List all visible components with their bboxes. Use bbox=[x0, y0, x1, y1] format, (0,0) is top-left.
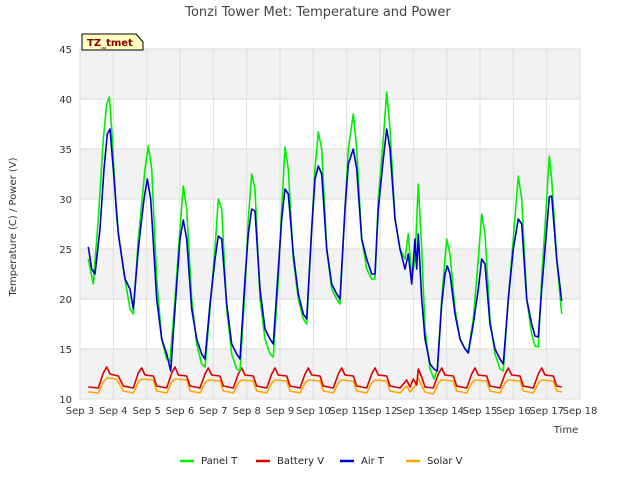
series-line-panel-t bbox=[87, 91, 563, 380]
plot-background-bands bbox=[80, 49, 580, 399]
y-tick-label: 20 bbox=[59, 295, 72, 306]
y-tick-label: 15 bbox=[59, 345, 72, 356]
y-axis-label: Temperature (C) / Power (V) bbox=[8, 157, 19, 297]
station-badge: TZ_tmet bbox=[81, 33, 144, 51]
x-tick-label: Sep 13 bbox=[396, 406, 431, 417]
y-tick-label: 30 bbox=[59, 195, 72, 206]
chart-title: Tonzi Tower Met: Temperature and Power bbox=[184, 5, 451, 20]
x-tick-label: Sep 3 bbox=[66, 406, 94, 417]
plot-band bbox=[80, 49, 580, 99]
plot-band bbox=[80, 149, 580, 199]
x-tick-label: Sep 12 bbox=[363, 406, 398, 417]
x-tick-label: Sep 9 bbox=[266, 406, 294, 417]
x-tick-label: Sep 14 bbox=[429, 406, 464, 417]
y-tick-label: 10 bbox=[59, 395, 72, 406]
legend-label: Air T bbox=[361, 456, 385, 467]
y-tick-label: 45 bbox=[59, 45, 72, 56]
series-line-air-t bbox=[87, 128, 563, 372]
x-tick-label: Sep 4 bbox=[99, 406, 127, 417]
legend-label: Battery V bbox=[277, 456, 324, 467]
y-axis-ticks: 10 15 20 25 30 35 40 45 bbox=[59, 45, 72, 406]
plot-band bbox=[80, 99, 580, 149]
x-tick-label: Sep 17 bbox=[529, 406, 564, 417]
station-badge-box bbox=[81, 33, 144, 51]
y-tick-label: 40 bbox=[59, 95, 72, 106]
x-tick-label: Sep 5 bbox=[132, 406, 160, 417]
y-tick-label: 25 bbox=[59, 245, 72, 256]
x-tick-label: Sep 11 bbox=[329, 406, 364, 417]
x-tick-label: Sep 10 bbox=[296, 406, 331, 417]
legend-label: Solar V bbox=[427, 456, 463, 467]
series-line-battery-v bbox=[88, 366, 562, 389]
series-line-solar-v bbox=[88, 377, 562, 395]
y-tick-label: 35 bbox=[59, 145, 72, 156]
legend-label: Panel T bbox=[201, 456, 238, 467]
x-tick-label: Sep 15 bbox=[463, 406, 498, 417]
x-tick-label: Sep 16 bbox=[496, 406, 531, 417]
plot-band bbox=[80, 299, 580, 349]
x-axis-label: Time bbox=[553, 425, 578, 436]
x-tick-label: Sep 6 bbox=[166, 406, 194, 417]
series-lines bbox=[87, 91, 563, 395]
x-tick-label: Sep 7 bbox=[199, 406, 227, 417]
grid-lines bbox=[79, 48, 581, 400]
x-axis-ticks: Sep 3 Sep 4 Sep 5 Sep 6 Sep 7 Sep 8 Sep 9 Sep 1… bbox=[66, 406, 598, 417]
station-badge-label: TZ_tmet bbox=[87, 38, 133, 49]
x-tick-label: Sep 8 bbox=[232, 406, 260, 417]
plot-band bbox=[80, 199, 580, 249]
x-tick-label: Sep 18 bbox=[563, 406, 598, 417]
legend: Panel T Battery V Air T Solar V bbox=[180, 456, 463, 467]
